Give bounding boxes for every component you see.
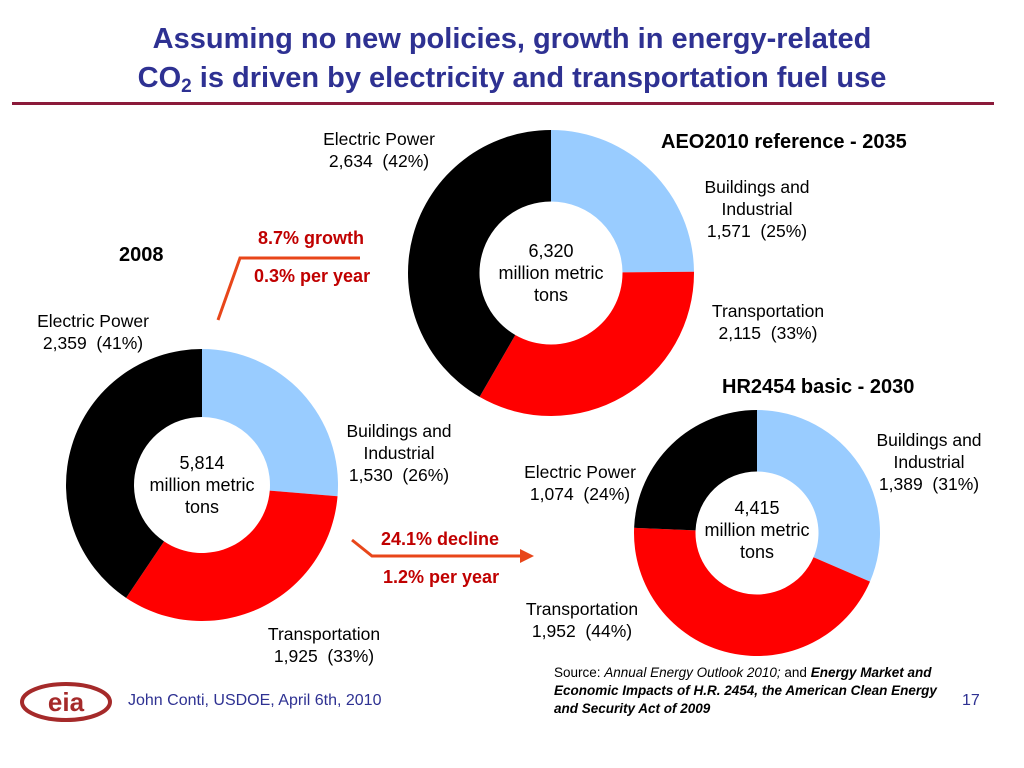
chart-aeo2010-total: 6,320 million metric tons <box>476 240 626 306</box>
slice-name: Electric Power <box>524 462 636 482</box>
page-number: 17 <box>962 692 980 709</box>
slice-buildings-and-industrial <box>757 410 880 582</box>
source-hr2454: Energy Market and Economic Impacts of H.… <box>554 665 937 716</box>
slice-buildings-and-industrial <box>551 130 694 273</box>
slice-value: 1,389 (31%) <box>878 474 980 494</box>
decline-percent: 24.1% decline <box>381 529 500 549</box>
label-aeo2010-buildings: Buildings and Industrial 1,571 (25%) <box>690 176 824 242</box>
slice-name-line1: Buildings and <box>876 430 982 450</box>
slice-value: 2,634 (42%) <box>328 151 430 171</box>
total-value: 5,814 <box>179 453 225 473</box>
total-value: 6,320 <box>528 241 574 261</box>
source-prefix: Source: <box>554 665 605 680</box>
total-unit-line1: million metric <box>149 475 255 495</box>
slide-title: Assuming no new policies, growth in ener… <box>0 20 1024 98</box>
chart-2008-title: 2008 <box>119 244 164 266</box>
slice-transportation <box>126 490 338 621</box>
chart-hr2454-title: HR2454 basic - 2030 <box>722 376 915 398</box>
slice-name-line1: Buildings and <box>704 177 810 197</box>
slice-value: 1,925 (33%) <box>273 646 375 666</box>
slice-name-line2: Industrial <box>893 452 965 472</box>
slice-name-line2: Industrial <box>363 443 435 463</box>
decline-arrow <box>351 538 534 563</box>
slice-name: Transportation <box>525 599 639 619</box>
slice-value: 1,530 (26%) <box>348 465 450 485</box>
slice-buildings-and-industrial <box>202 349 338 497</box>
slice-name: Electric Power <box>323 129 435 149</box>
eia-logo: eia <box>20 682 112 722</box>
total-unit-line1: million metric <box>704 520 810 540</box>
title-subscript: 2 <box>181 76 192 97</box>
total-unit-line2: tons <box>739 542 775 562</box>
growth-per-year: 0.3% per year <box>254 266 371 286</box>
label-aeo2010-electric-power: Electric Power 2,634 (42%) <box>310 128 448 172</box>
donut-chart-hr2454-2030 <box>634 410 880 656</box>
title-co: CO <box>137 62 182 94</box>
chart-aeo2010-title: AEO2010 reference - 2035 <box>661 131 907 153</box>
label-aeo2010-transportation: Transportation 2,115 (33%) <box>700 300 836 344</box>
total-unit-line2: tons <box>184 497 220 517</box>
decline-per-year: 1.2% per year <box>383 567 500 587</box>
chart-hr2454-total: 4,415 million metric tons <box>684 497 830 563</box>
growth-percent: 8.7% growth <box>258 228 365 248</box>
slice-value: 2,115 (33%) <box>718 323 818 343</box>
chart-2008-total: 5,814 million metric tons <box>128 452 276 518</box>
label-2008-buildings: Buildings and Industrial 1,530 (26%) <box>334 420 464 486</box>
source-note: Source: Annual Energy Outlook 2010; and … <box>554 664 954 718</box>
donut-chart-2008 <box>66 349 338 621</box>
total-unit-line1: million metric <box>498 263 604 283</box>
slice-value: 1,074 (24%) <box>529 484 631 504</box>
slice-value: 1,952 (44%) <box>531 621 633 641</box>
title-rest: is driven by electricity and transportat… <box>191 62 887 94</box>
slice-name-line1: Buildings and <box>346 421 452 441</box>
slice-transportation <box>479 271 694 416</box>
slice-name: Electric Power <box>37 311 149 331</box>
footer-author: John Conti, USDOE, April 6th, 2010 <box>128 692 382 709</box>
slice-name: Transportation <box>711 301 825 321</box>
label-hr2454-electric-power: Electric Power 1,074 (24%) <box>505 461 655 505</box>
growth-arrow <box>216 256 360 321</box>
logo-text: eia <box>48 687 85 717</box>
slice-value: 2,359 (41%) <box>42 333 144 353</box>
title-line-2: CO2 is driven by electricity and transpo… <box>0 59 1024 98</box>
total-unit-line2: tons <box>533 285 569 305</box>
slice-value: 1,571 (25%) <box>706 221 808 241</box>
total-value: 4,415 <box>734 498 780 518</box>
label-2008-electric-power: Electric Power 2,359 (41%) <box>26 310 160 354</box>
slice-transportation <box>634 527 871 656</box>
label-2008-transportation: Transportation 1,925 (33%) <box>256 623 392 667</box>
slice-name-line2: Industrial <box>721 199 793 219</box>
title-divider <box>12 102 994 105</box>
label-hr2454-buildings: Buildings and Industrial 1,389 (31%) <box>862 429 996 495</box>
slice-electric-power <box>407 130 551 397</box>
source-aeo: Annual Energy Outlook 2010; <box>604 665 781 680</box>
label-hr2454-transportation: Transportation 1,952 (44%) <box>512 598 652 642</box>
slice-electric-power <box>66 349 203 598</box>
source-and: and <box>780 665 811 680</box>
slice-electric-power <box>634 410 757 531</box>
title-line-1: Assuming no new policies, growth in ener… <box>152 23 872 55</box>
donut-chart-aeo2010-2035 <box>407 130 694 416</box>
slice-name: Transportation <box>267 624 381 644</box>
